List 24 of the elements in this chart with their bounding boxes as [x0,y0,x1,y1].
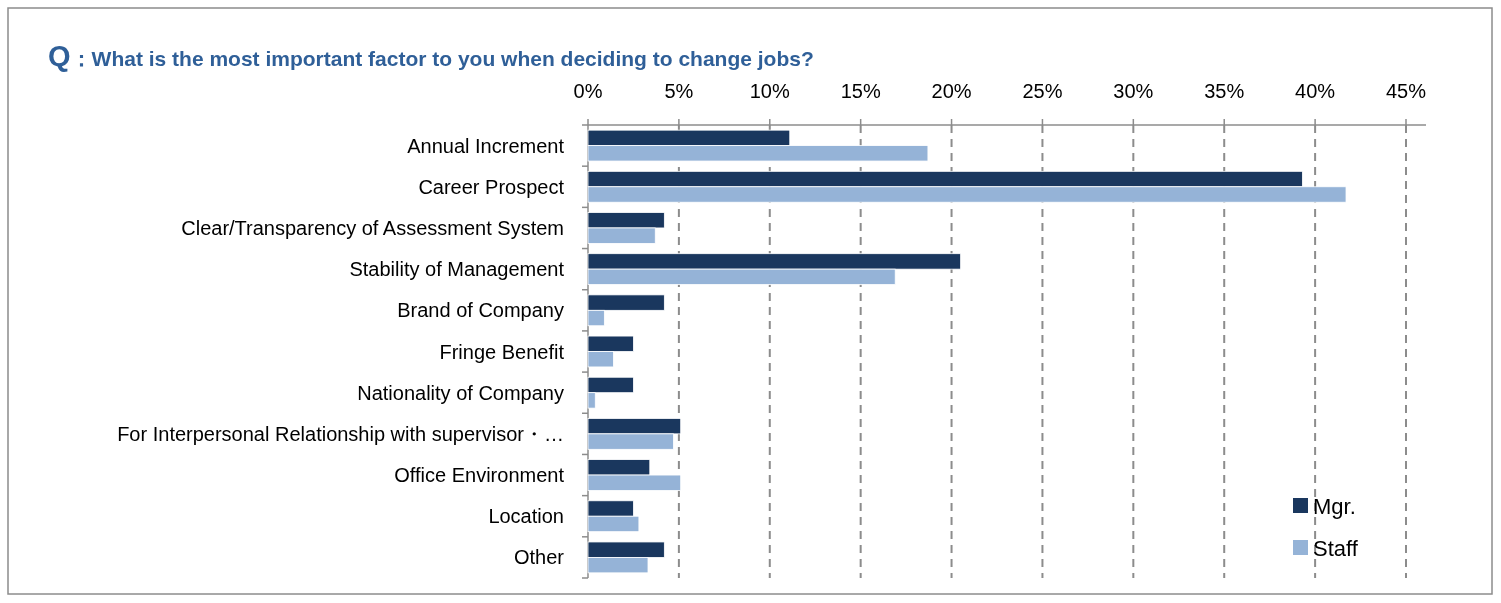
y-tick-label: Location [488,505,564,528]
y-tick-label: Clear/Transparency of Assessment System [181,216,564,239]
legend-label: Mgr. [1313,494,1356,519]
x-tick-label: 10% [749,80,791,102]
y-tick-label: Office Environment [394,464,565,487]
x-tick-label: 40% [1295,80,1336,102]
y-tick-label: Fringe Benefit [439,340,565,363]
y-tick-label: Brand of Company [397,299,564,322]
x-tick-label: 15% [840,80,881,102]
x-tick-label: 25% [1022,80,1063,102]
x-tick-label: 35% [1204,80,1245,102]
y-tick-label: Career Prospect [418,175,565,198]
x-tick-label: 30% [1113,80,1154,102]
y-tick-label: Nationality of Company [357,381,564,404]
y-tick-label: Stability of Management [349,258,565,281]
legend-label: Staff [1313,536,1359,561]
y-tick-label: For Interpersonal Relationship with supervisor・… [117,422,564,445]
y-tick-label: Annual Increment [407,134,565,157]
x-tick-label: 0% [573,80,603,102]
chart-title: Q：What is the most important factor to you when deciding to change jobs? [48,40,814,72]
y-tick-label: Other [513,546,565,569]
x-tick-label: 5% [664,80,694,102]
x-tick-label: 45% [1385,80,1427,102]
x-tick-label: 20% [931,80,972,102]
